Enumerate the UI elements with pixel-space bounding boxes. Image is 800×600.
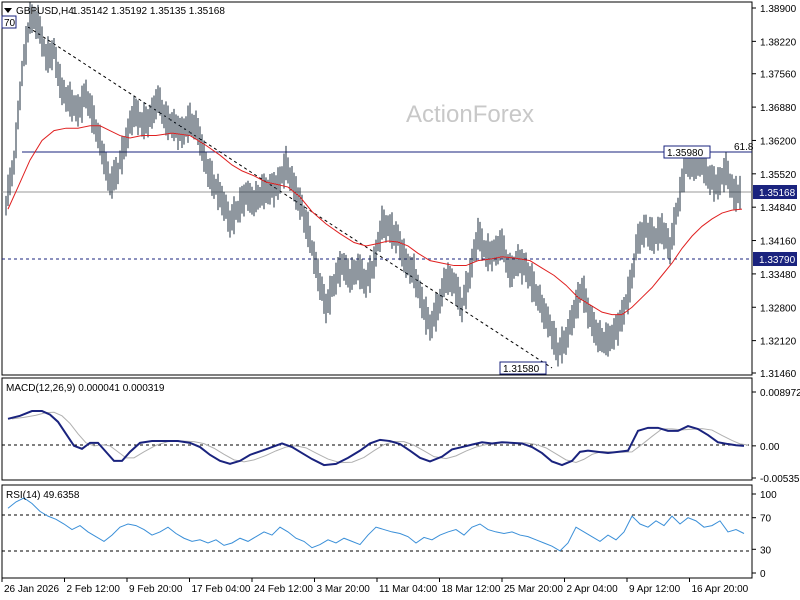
- svg-text:1.33790: 1.33790: [759, 255, 796, 266]
- rsi-axis-label: 0: [760, 569, 766, 580]
- price-axis-label: 1.38900: [760, 4, 797, 15]
- price-axis-label: 1.38220: [760, 37, 797, 48]
- time-axis-label: 25 Mar 20:00: [504, 584, 563, 595]
- price-panel: [1, 1, 753, 376]
- macd-panel: [1, 377, 753, 481]
- time-axis: 26 Jan 2026 2 Feb 12:00 9 Feb 20:00 17 Feb …: [1, 578, 749, 595]
- current-price-tag: 1.35168: [753, 185, 797, 199]
- downtrend-line: [27, 26, 553, 369]
- macd-axis-label: 0.00: [760, 442, 780, 453]
- rsi-axis-label: 100: [760, 490, 777, 501]
- dropdown-icon[interactable]: [4, 8, 12, 13]
- rsi-title: RSI(14) 49.6358: [6, 490, 80, 501]
- low-value-tag: 1.31580: [499, 361, 547, 375]
- time-axis-label: 2 Apr 04:00: [567, 584, 619, 595]
- time-axis-label: 9 Feb 20:00: [129, 584, 183, 595]
- macd-line: [7, 410, 745, 467]
- svg-text:1.31580: 1.31580: [503, 364, 540, 375]
- rsi-series: [7, 497, 745, 552]
- time-axis-label: 24 Feb 12:00: [254, 584, 313, 595]
- price-axis-label: 1.36880: [760, 103, 797, 114]
- price-axis-label: 1.32800: [760, 303, 797, 314]
- macd-axis-label: 0.008972: [760, 388, 800, 399]
- ohlc-readout: 1.35142 1.35192 1.35135 1.35168: [72, 6, 225, 17]
- svg-text:70: 70: [4, 18, 16, 29]
- fib-value-tag: 1.35980: [663, 145, 711, 159]
- price-axis-label: 1.34160: [760, 237, 797, 248]
- svg-text:1.35168: 1.35168: [759, 188, 796, 199]
- rsi-axis-label: 70: [760, 514, 772, 525]
- price-axis-label: 1.35520: [760, 170, 797, 181]
- price-axis-label: 1.33480: [760, 270, 797, 281]
- time-axis-label: 9 Apr 12:00: [629, 584, 681, 595]
- rsi-axis-label: 30: [760, 545, 772, 556]
- price-axis: 1.38900 1.38220 1.37560 1.36880 1.36200 1.355…: [752, 4, 797, 380]
- support-price-tag: 1.33790: [753, 252, 797, 266]
- fib-label: 61.8: [734, 142, 754, 153]
- rsi-line: [7, 497, 745, 552]
- symbol-label: GBPUSD,H4: [16, 6, 74, 17]
- macd-axis: 0.008972 0.00 -0.005356: [752, 388, 800, 485]
- svg-text:1.35980: 1.35980: [667, 148, 704, 159]
- time-axis-label: 16 Apr 20:00: [692, 584, 749, 595]
- price-axis-label: 1.31460: [760, 369, 797, 380]
- start-tag: 70: [1, 15, 17, 29]
- time-axis-label: 18 Mar 12:00: [442, 584, 501, 595]
- time-axis-label: 17 Feb 04:00: [192, 584, 251, 595]
- watermark: ActionForex: [406, 101, 534, 128]
- chart-header: GBPUSD,H4 1.35142 1.35192 1.35135 1.3516…: [4, 6, 225, 17]
- macd-series: [7, 410, 749, 467]
- macd-axis-label: -0.005356: [760, 474, 800, 485]
- price-axis-label: 1.34840: [760, 203, 797, 214]
- time-axis-label: 11 Mar 04:00: [379, 584, 438, 595]
- rsi-axis: 100 70 30 0: [752, 490, 777, 580]
- ma-line: [7, 125, 743, 316]
- rsi-panel: [1, 484, 753, 579]
- price-axis-label: 1.32120: [760, 337, 797, 348]
- time-axis-label: 26 Jan 2026: [4, 584, 59, 595]
- price-axis-label: 1.36200: [760, 136, 797, 147]
- time-axis-label: 3 Mar 20:00: [317, 584, 371, 595]
- price-axis-label: 1.37560: [760, 70, 797, 81]
- macd-signal-line: [11, 411, 749, 464]
- time-axis-label: 2 Feb 12:00: [67, 584, 121, 595]
- macd-title: MACD(12,26,9) 0.000041 0.000319: [6, 383, 165, 394]
- price-series: [5, 2, 741, 367]
- moving-average: [7, 125, 743, 316]
